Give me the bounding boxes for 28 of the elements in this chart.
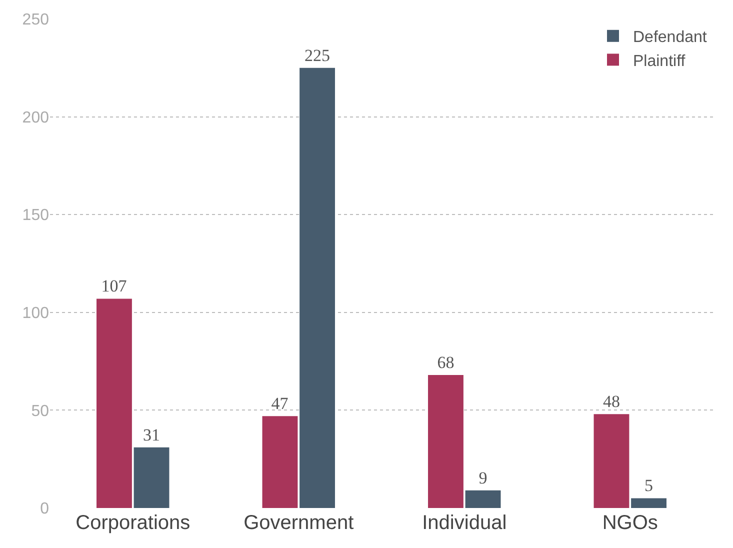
legend-label: Plaintiff [633,52,686,70]
x-tick-label: Corporations [76,512,190,534]
y-tick-label: 250 [22,12,50,29]
data-label: 48 [602,392,620,412]
x-tick-label: NGOs [602,512,658,534]
x-tick-label: Government [244,512,354,534]
bar [631,498,666,508]
y-tick-label: 100 [22,305,50,322]
y-tick-label: 50 [31,402,50,420]
bar [134,447,170,508]
bar [96,298,132,508]
x-tick-label: Individual [422,512,507,534]
data-label: 9 [478,468,488,488]
bar [594,414,630,508]
y-tick-label: 200 [22,109,50,126]
data-label: 68 [437,352,454,372]
data-label: 225 [304,46,330,65]
legend-label: Defendant [633,29,708,46]
bar [465,490,501,508]
y-tick-label: 0 [40,500,50,518]
data-label: 107 [101,276,128,296]
bar [428,374,464,508]
bar [300,68,335,508]
y-tick-label: 150 [22,207,50,224]
data-label: 5 [644,476,654,496]
bar [262,416,298,508]
data-label: 47 [271,394,289,414]
data-label: 31 [143,425,160,444]
